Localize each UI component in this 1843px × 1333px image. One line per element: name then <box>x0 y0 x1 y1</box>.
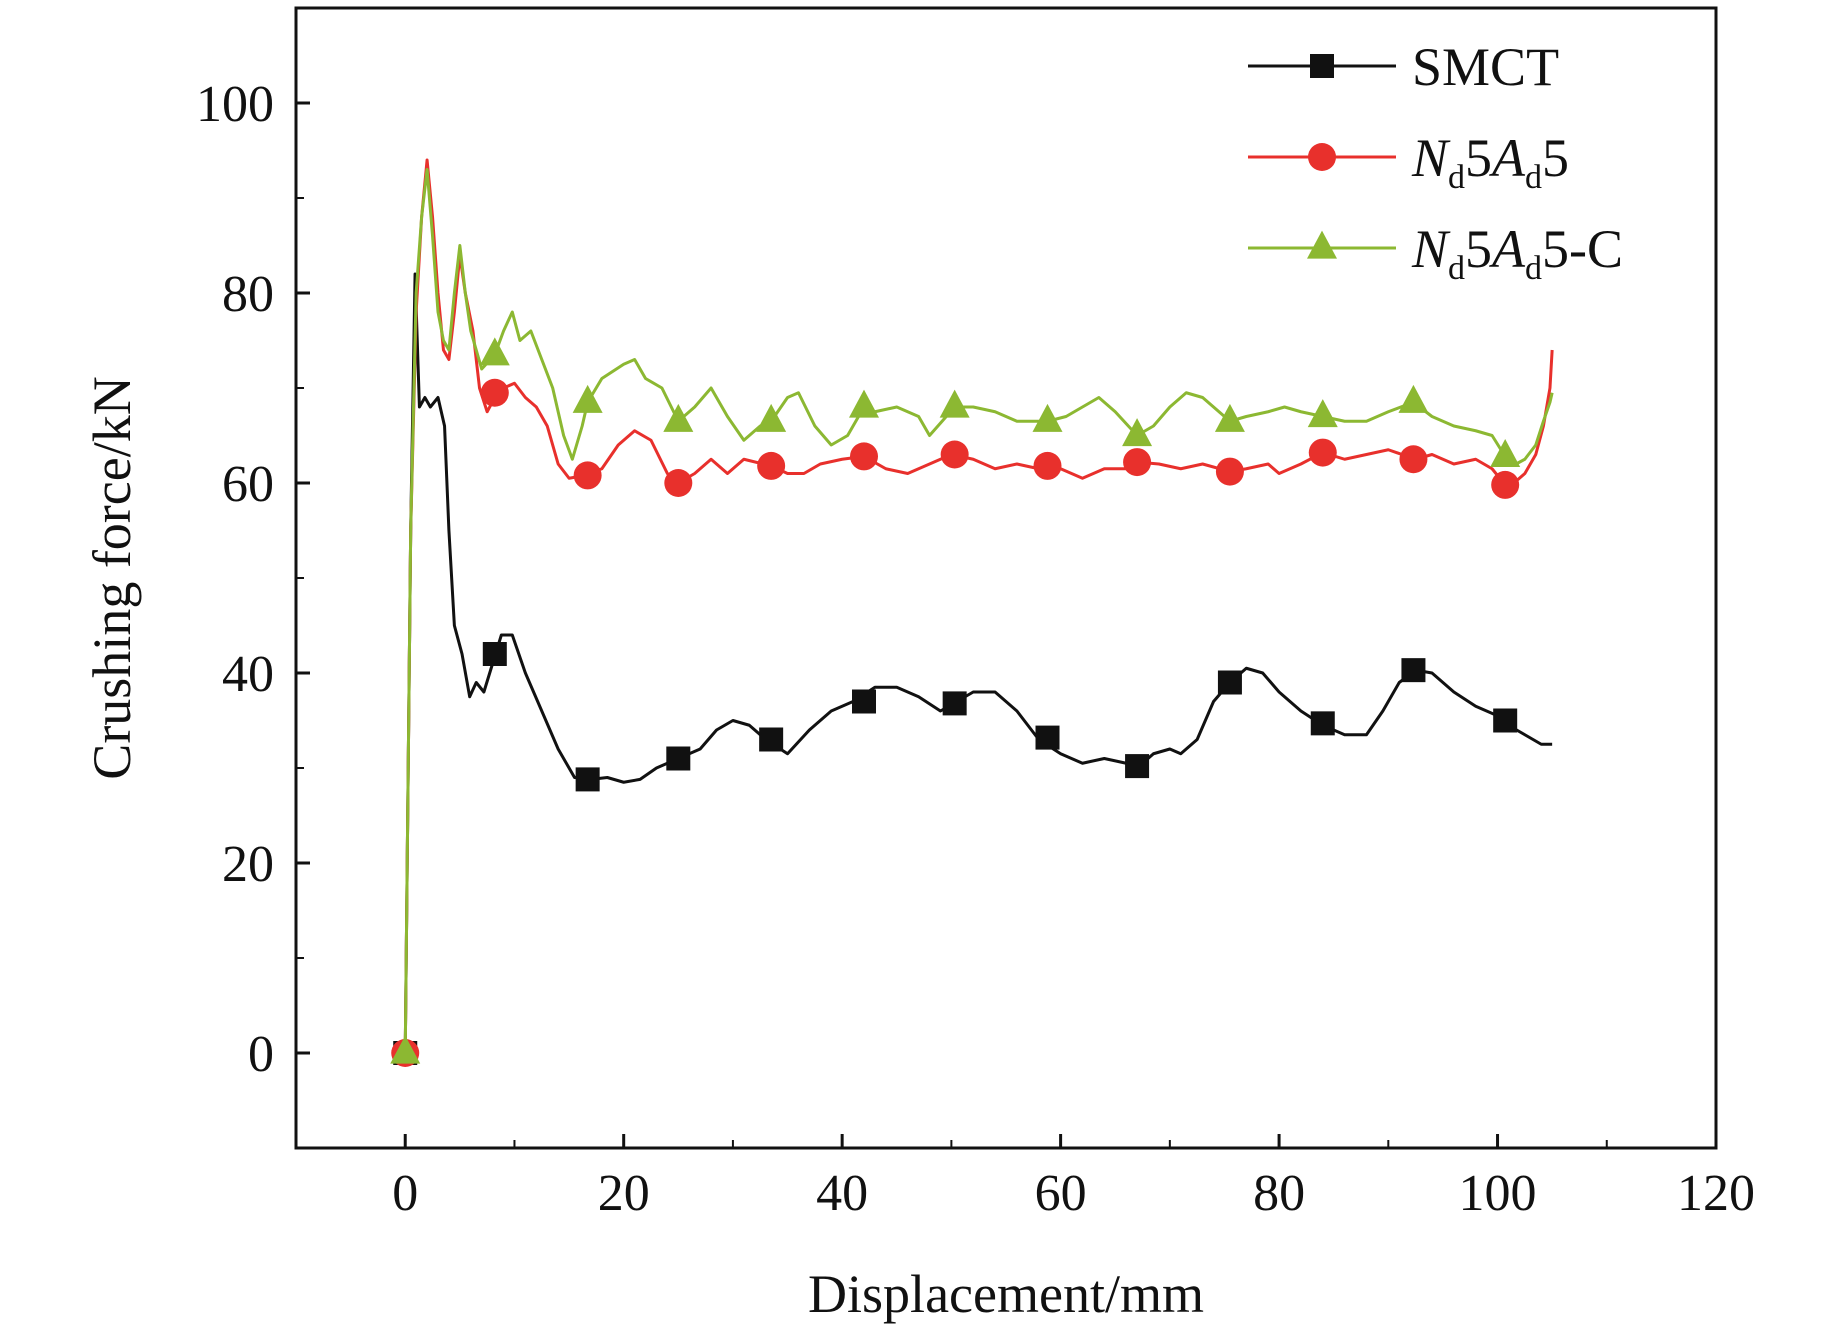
data-point-square <box>1310 711 1335 736</box>
data-point-triangle <box>390 1035 421 1064</box>
series-line <box>403 158 1554 1054</box>
y-tick-label: 100 <box>196 76 274 133</box>
x-tick-label: 40 <box>816 1165 868 1222</box>
data-point-triangle <box>479 337 510 366</box>
y-tick-label: 60 <box>222 456 274 513</box>
data-point-circle <box>850 442 878 471</box>
legend-entry-1: SMCT <box>1248 37 1559 97</box>
x-tick-label: 100 <box>1459 1165 1537 1222</box>
data-point-triangle <box>1490 439 1521 468</box>
data-point-square <box>575 767 600 792</box>
y-tick-label: 80 <box>222 266 274 323</box>
data-point-triangle <box>1214 403 1245 432</box>
series-line <box>403 168 1554 1054</box>
data-point-triangle <box>1122 418 1153 447</box>
series-2 <box>391 158 1554 1067</box>
x-tick-label: 60 <box>1035 1165 1087 1222</box>
data-point-triangle <box>1398 384 1429 413</box>
legend-label-part: d <box>1448 159 1465 196</box>
data-point-circle <box>1215 457 1244 486</box>
series-line <box>403 272 1553 1054</box>
y-tick-label: 20 <box>222 836 274 893</box>
legend-label-part: 5 <box>1465 219 1492 279</box>
legend-label: Nd5Ad5 <box>1411 128 1569 196</box>
data-point-circle <box>757 451 786 480</box>
x-tick-label: 80 <box>1253 1165 1305 1222</box>
data-point-circle <box>1308 438 1337 467</box>
legend-label-part: d <box>1525 250 1542 287</box>
data-point-square <box>942 691 967 716</box>
data-point-circle <box>1123 448 1152 477</box>
legend-label-part: d <box>1448 250 1465 287</box>
tick-labels: 0 20 40 60 80 100 120 0 20 40 60 80 100 <box>196 76 1755 1222</box>
legend-label-part: A <box>1489 128 1526 188</box>
data-point-circle <box>480 378 509 407</box>
legend-label: Nd5Ad5-C <box>1411 219 1623 287</box>
x-tick-label: 120 <box>1677 1165 1755 1222</box>
legend-entry-2: Nd5Ad5 <box>1248 128 1569 196</box>
data-point-square <box>759 727 784 752</box>
legend-marker-circle <box>1308 143 1336 171</box>
data-point-square <box>482 642 507 666</box>
y-tick-label: 0 <box>248 1026 274 1083</box>
y-axis-title: Crushing force/kN <box>82 376 142 779</box>
legend-label-part: N <box>1411 128 1451 188</box>
legend-label-part: d <box>1525 159 1542 196</box>
data-point-triangle <box>1307 399 1338 428</box>
data-point-circle <box>1399 445 1428 474</box>
data-point-circle <box>664 469 693 497</box>
data-point-square <box>1035 725 1060 750</box>
data-point-square <box>1493 708 1518 733</box>
data-point-circle <box>1033 451 1062 480</box>
data-point-triangle <box>849 389 879 418</box>
legend-label-part: 5 <box>1542 128 1569 188</box>
data-point-square <box>1401 658 1426 683</box>
legend-label-part: 5 <box>1465 128 1492 188</box>
y-tick-label: 40 <box>222 646 274 703</box>
legend-marker-triangle <box>1307 230 1337 259</box>
x-tick-label: 20 <box>598 1165 650 1222</box>
legend-entry-3: Nd5Ad5-C <box>1248 219 1623 287</box>
data-point-square <box>1217 670 1242 695</box>
data-point-square <box>1125 754 1150 779</box>
legend-label-part: 5-C <box>1542 219 1623 279</box>
series-1 <box>393 272 1553 1065</box>
data-point-triangle <box>663 403 694 432</box>
data-point-square <box>852 689 876 714</box>
data-point-circle <box>1491 470 1520 499</box>
series-layer <box>390 158 1554 1067</box>
data-point-triangle <box>939 389 970 418</box>
legend-marker-square <box>1310 54 1334 78</box>
data-point-circle <box>940 440 969 469</box>
data-point-triangle <box>756 403 787 432</box>
data-point-triangle <box>1032 403 1063 432</box>
x-axis-title: Displacement/mm <box>808 1264 1204 1324</box>
legend-label-part: N <box>1411 219 1451 279</box>
data-point-circle <box>573 461 602 490</box>
x-tick-label: 0 <box>392 1165 418 1222</box>
legend-label-part: SMCT <box>1412 37 1559 97</box>
legend-label: SMCT <box>1412 37 1559 97</box>
series-3 <box>390 168 1554 1064</box>
legend-label-part: A <box>1489 219 1526 279</box>
plot-frame <box>294 6 1718 1150</box>
data-point-square <box>666 746 691 771</box>
data-point-triangle <box>572 384 603 413</box>
